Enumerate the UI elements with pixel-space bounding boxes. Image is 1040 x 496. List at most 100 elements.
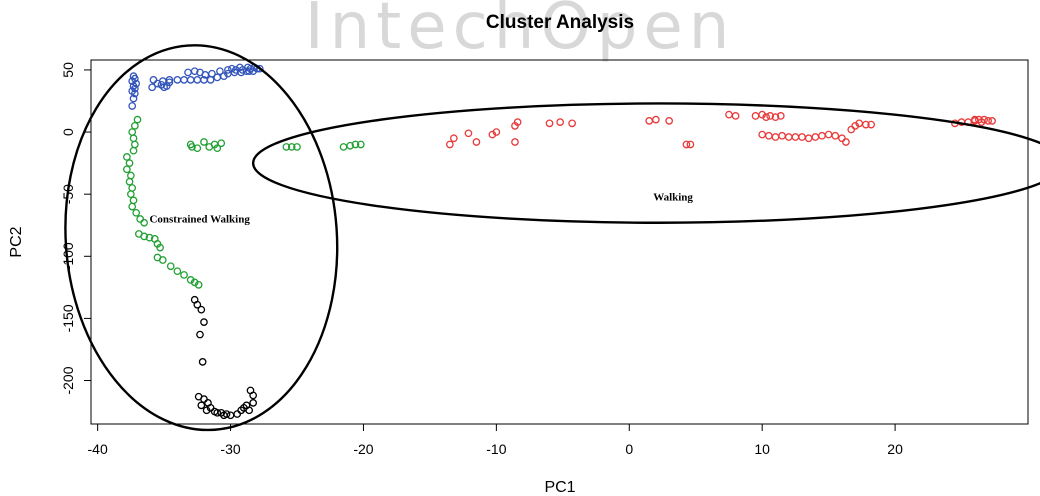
data-point: [287, 143, 296, 151]
x-tick-label: 0: [625, 441, 633, 457]
data-point: [128, 184, 137, 192]
x-tick-label: 10: [754, 441, 770, 457]
data-point: [771, 113, 780, 121]
y-tick-label: 0: [60, 128, 76, 136]
data-point: [129, 94, 138, 103]
data-point: [818, 131, 826, 140]
data-point: [123, 165, 131, 174]
x-tick-label: -10: [486, 441, 506, 457]
data-point: [197, 305, 206, 314]
data-point: [128, 202, 137, 211]
data-point: [127, 190, 135, 199]
data-point: [824, 130, 833, 139]
data-point: [180, 76, 188, 84]
y-tick-label: -200: [60, 366, 76, 394]
data-point: [513, 118, 522, 126]
data-point: [652, 115, 660, 124]
data-point: [239, 403, 248, 412]
data-point: [213, 144, 222, 153]
data-point: [545, 119, 554, 128]
cluster-label: Walking: [653, 191, 693, 203]
data-point: [492, 128, 501, 136]
chart-title: Cluster Analysis: [486, 12, 634, 33]
data-point: [804, 134, 813, 143]
data-point: [766, 112, 775, 120]
data-point: [200, 395, 208, 404]
data-point: [148, 83, 156, 92]
data-point: [249, 399, 257, 407]
data-point: [127, 171, 135, 180]
data-point: [128, 128, 137, 136]
data-point: [131, 140, 139, 149]
data-point: [132, 208, 141, 217]
data-point: [206, 76, 215, 84]
data-point: [233, 410, 242, 418]
data-point: [847, 125, 856, 134]
data-point: [196, 330, 204, 339]
plot-frame: [90, 59, 1029, 425]
data-point: [686, 140, 695, 149]
data-point: [778, 131, 786, 140]
data-point: [188, 143, 196, 151]
data-point: [198, 358, 207, 366]
watermark: IntechOpen: [305, 0, 736, 64]
data-point: [282, 143, 291, 151]
data-point: [129, 146, 138, 155]
data-point: [216, 67, 224, 76]
y-axis-label: PC2: [8, 226, 25, 257]
data-point: [125, 159, 134, 167]
cluster-ellipse: [64, 44, 339, 432]
data-point: [165, 76, 174, 84]
data-point: [682, 140, 691, 149]
data-point: [158, 256, 167, 264]
data-point: [798, 133, 806, 141]
data-point: [764, 131, 773, 140]
data-point: [791, 133, 800, 141]
data-point: [568, 119, 576, 128]
data-point: [156, 243, 164, 252]
data-point: [136, 215, 145, 223]
data-point: [193, 300, 202, 309]
data-point: [867, 120, 876, 129]
data-point: [339, 143, 348, 151]
data-point: [184, 68, 192, 77]
data-point: [665, 117, 673, 125]
data-point: [351, 140, 360, 149]
data-point: [446, 140, 454, 149]
data-point: [556, 118, 565, 126]
data-point: [831, 131, 840, 140]
x-tick-label: -40: [88, 441, 108, 457]
data-point: [173, 267, 182, 276]
data-point: [472, 138, 481, 146]
data-point: [842, 138, 850, 146]
data-point: [186, 76, 195, 84]
data-point: [811, 133, 820, 141]
data-point: [838, 134, 846, 143]
data-point: [449, 134, 458, 143]
data-point: [988, 117, 996, 125]
data-point: [125, 177, 134, 186]
data-point: [762, 113, 771, 121]
data-point: [725, 110, 733, 119]
data-point: [970, 115, 979, 124]
data-point: [196, 68, 204, 77]
x-tick-label: -30: [220, 441, 240, 457]
data-point: [776, 112, 785, 120]
data-point: [166, 262, 175, 271]
data-point: [228, 64, 236, 73]
data-point: [293, 143, 301, 151]
data-point: [784, 133, 793, 141]
data-point: [123, 153, 131, 161]
x-tick-label: -20: [353, 441, 373, 457]
cluster-ellipse: [252, 102, 1040, 224]
data-point: [145, 233, 154, 242]
data-point: [346, 141, 355, 150]
data-point: [202, 406, 211, 415]
data-point: [128, 102, 137, 110]
data-point: [129, 134, 138, 143]
data-point: [771, 133, 780, 141]
data-point: [217, 139, 226, 148]
data-point: [149, 76, 158, 84]
data-point: [224, 66, 232, 74]
data-point: [464, 129, 473, 138]
